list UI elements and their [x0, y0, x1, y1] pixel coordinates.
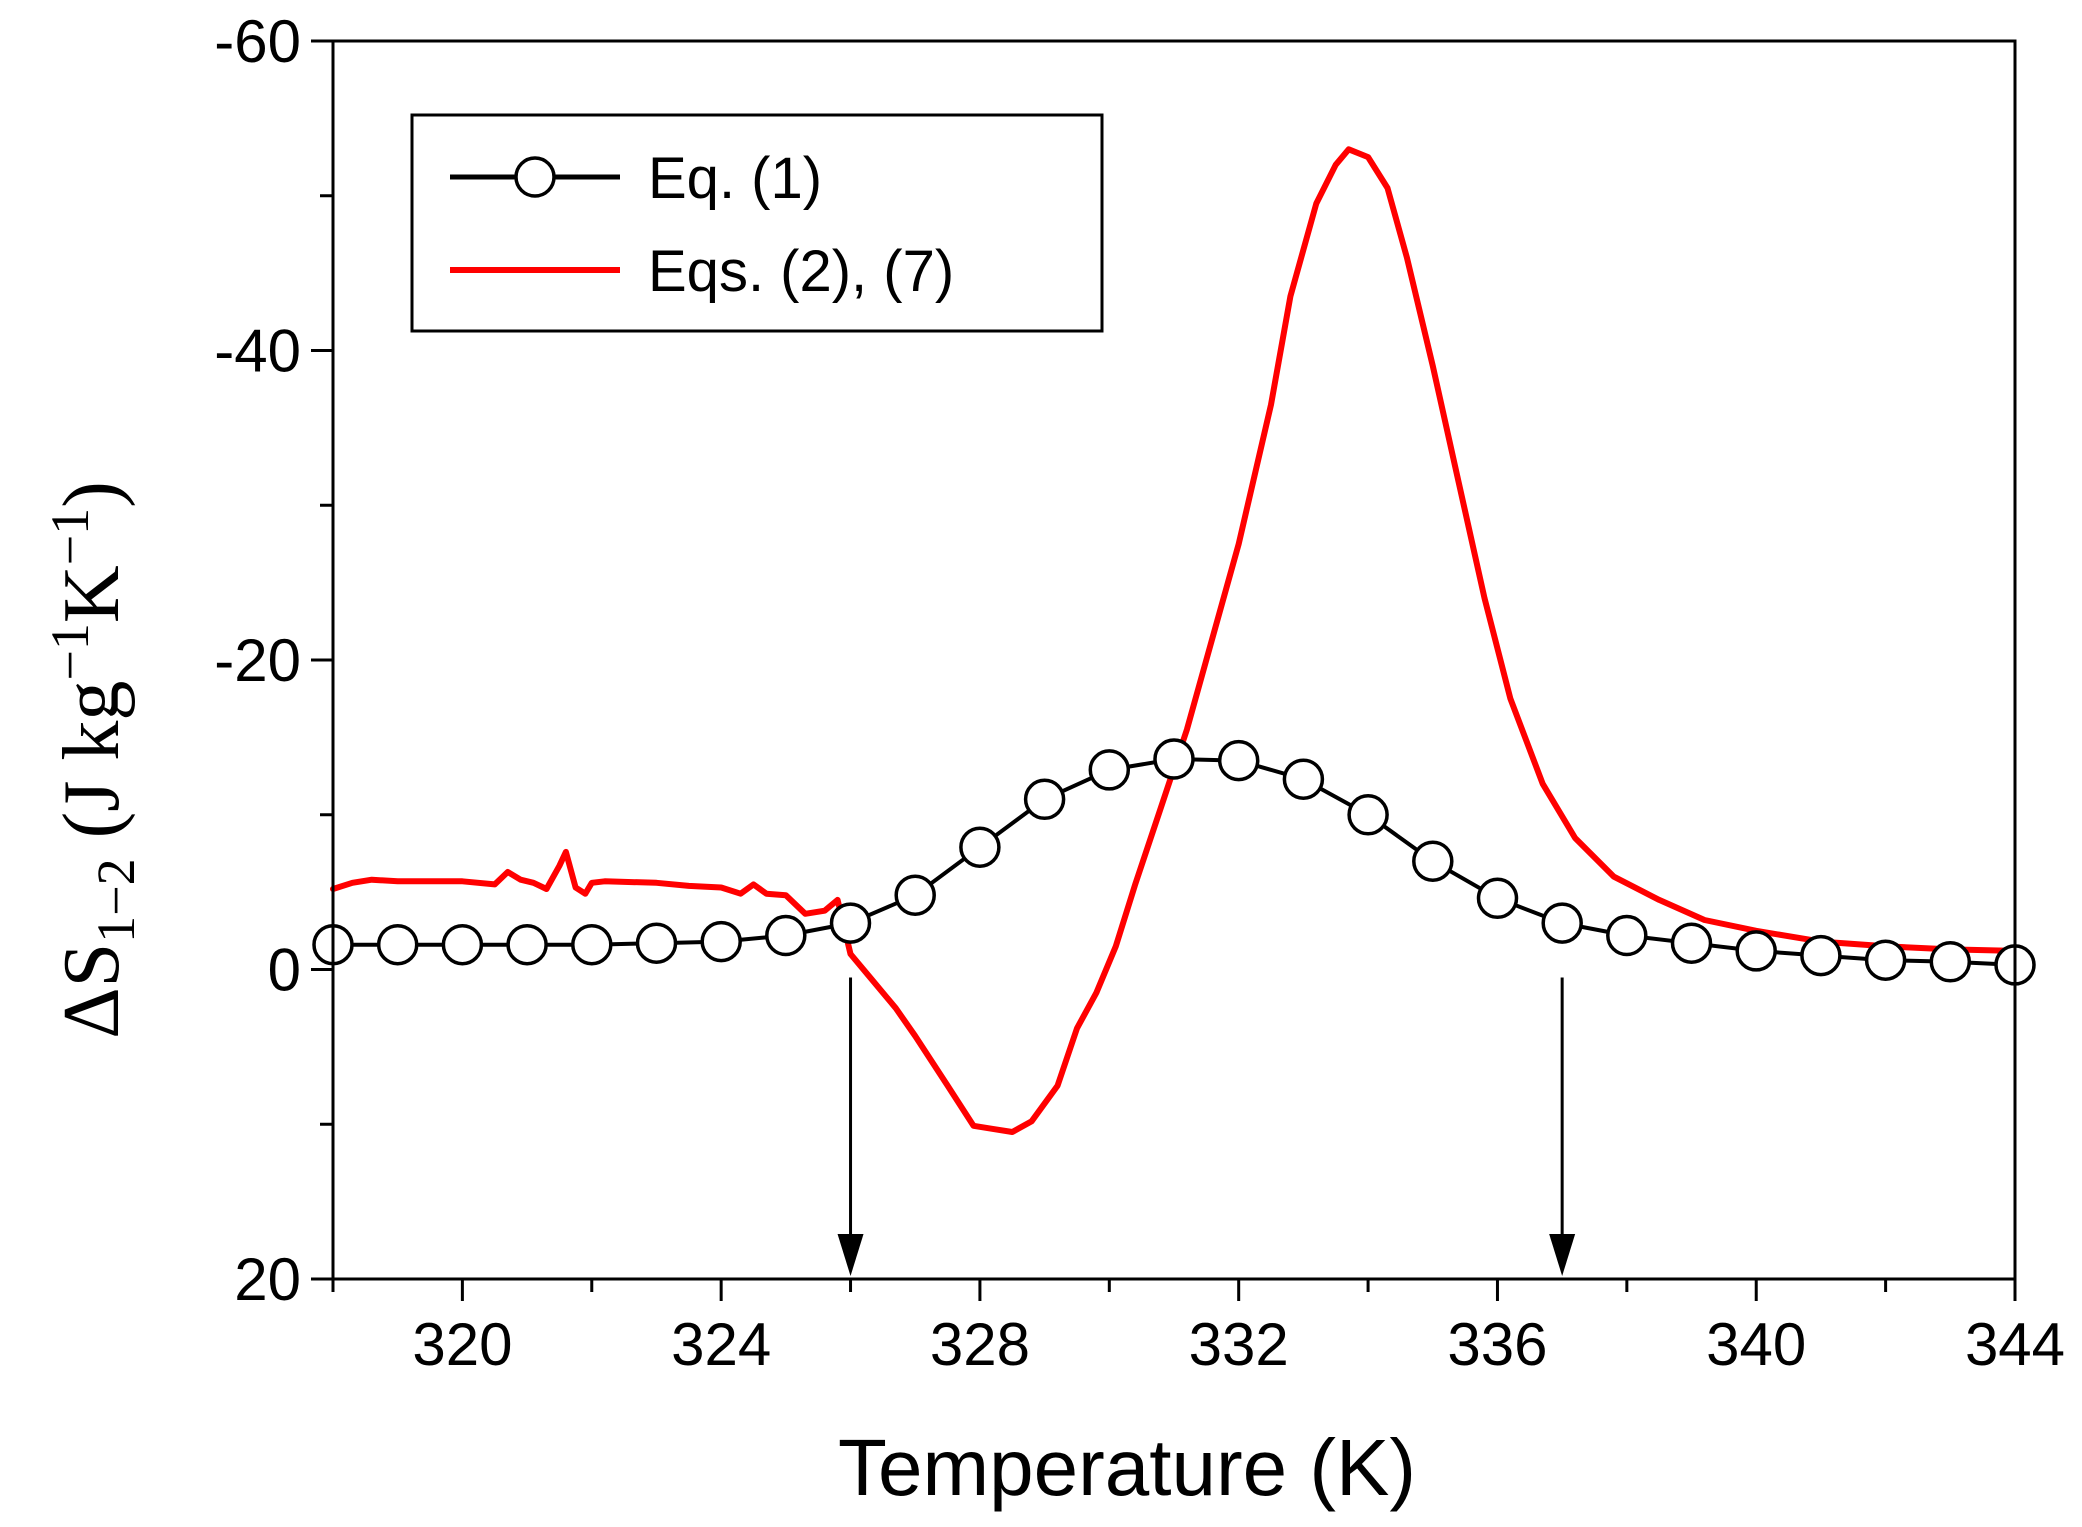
- series-eq1-point: [894, 874, 936, 916]
- y-axis-title-symbol: ΔS: [48, 943, 136, 1039]
- arrow-annotation-head: [837, 1234, 864, 1276]
- arrow-annotation-head: [1549, 1234, 1576, 1276]
- series-eq1-point: [700, 920, 742, 963]
- series-eq1-point: [376, 923, 419, 966]
- legend-eq27-label: Eqs. (2), (7): [648, 239, 954, 304]
- y-axis-title-exponent-2: −1: [40, 508, 100, 565]
- y-axis-title-unit-close: ): [48, 481, 136, 508]
- legend-box: [410, 113, 1104, 333]
- series-eq1-point: [1023, 778, 1066, 821]
- series-eq1-point: [1282, 758, 1325, 800]
- legend: Eq. (1) Eqs. (2), (7): [410, 113, 1104, 333]
- legend-eq1-label: Eq. (1): [648, 146, 822, 211]
- series-eq1-point: [1412, 840, 1454, 882]
- y-axis-title-unit-open: (J kg: [48, 681, 136, 859]
- y-axis-title: ΔS1−2 (J kg−1K−1): [40, 481, 146, 1039]
- legend-eq1-marker: [514, 156, 556, 198]
- series-eq1-point: [765, 914, 807, 957]
- x-tick-label: 320: [412, 1311, 512, 1378]
- series-eq1-point: [1088, 749, 1131, 791]
- series-eq1-point: [635, 922, 678, 964]
- x-tick-label: 332: [1189, 1311, 1289, 1378]
- series-eq1-point: [1606, 914, 1648, 957]
- x-tick-label: 344: [1965, 1311, 2065, 1378]
- series-eq1-point: [1217, 739, 1260, 782]
- y-axis-title-unit-k: K: [48, 565, 136, 623]
- series-eq1-point: [1735, 930, 1777, 972]
- series-eq1-point: [829, 902, 872, 944]
- y-tick-label: -60: [214, 8, 301, 75]
- x-tick-label: 336: [1447, 1311, 1547, 1378]
- series-eqs-2-7-line: [330, 146, 2018, 1135]
- series-eq1-point: [959, 826, 1001, 868]
- y-tick-label: -40: [214, 318, 301, 385]
- y-tick-label: 0: [268, 937, 301, 1004]
- series-eq1-point: [1864, 939, 1907, 981]
- x-tick-label: 324: [671, 1311, 771, 1378]
- axes: 320 324 328 332 336 340 344 -60 -40 -20 0 20: [214, 8, 2065, 1378]
- series-eq1-point: [1347, 794, 1389, 836]
- series-eq1-point: [1476, 877, 1519, 920]
- y-tick-label: -20: [214, 627, 301, 694]
- series-eq1-point: [571, 923, 613, 966]
- series-eq1-point: [1670, 922, 1713, 964]
- series-eq1-point: [1541, 902, 1583, 944]
- x-axis-title: Temperature (K): [838, 1423, 1416, 1512]
- series-eq1-point: [506, 923, 548, 966]
- series-eq1-point: [1800, 934, 1842, 977]
- y-axis-title-subscript: 1−2: [86, 858, 146, 942]
- series-eq1-point: [1153, 738, 1195, 780]
- series-eq1-point: [441, 923, 484, 966]
- x-tick-label: 340: [1706, 1311, 1806, 1378]
- x-tick-label: 328: [930, 1311, 1030, 1378]
- series-eq1-point: [1929, 941, 1972, 983]
- y-axis-title-exponent-1: −1: [40, 623, 100, 680]
- y-tick-label: 20: [234, 1246, 301, 1313]
